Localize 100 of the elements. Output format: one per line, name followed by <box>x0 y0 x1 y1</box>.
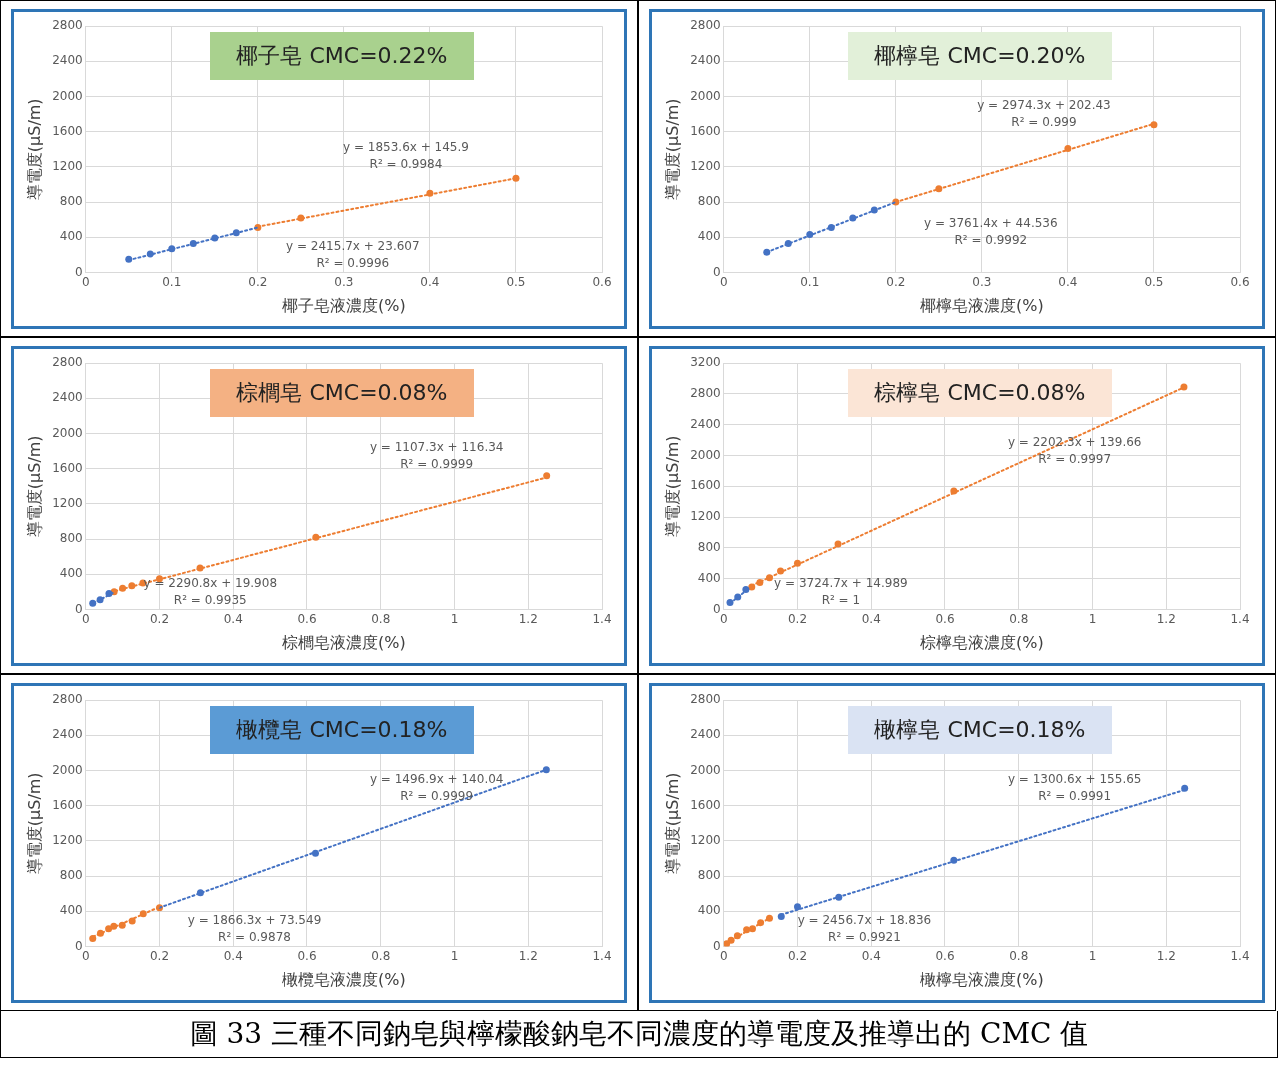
x-tick-label: 0.6 <box>935 948 955 963</box>
annotation: R² = 1 <box>821 592 861 607</box>
y-axis-title: 導電度(μS/m) <box>662 771 682 874</box>
annotation: R² = 0.999 <box>1011 114 1077 129</box>
annotation: R² = 0.9997 <box>1038 451 1112 466</box>
y-tick-label: 800 <box>59 530 83 545</box>
y-tick-label: 400 <box>697 570 721 585</box>
x-axis-title: 橄欖皂液濃度(%) <box>282 969 406 989</box>
x-tick-label: 0.2 <box>787 611 808 626</box>
x-tick-label: 1.4 <box>592 611 612 626</box>
x-tick-label: 1 <box>450 948 459 963</box>
x-tick-label: 0.4 <box>223 948 243 963</box>
y-tick-label: 400 <box>59 228 83 243</box>
x-tick-label: 0.3 <box>972 274 992 289</box>
point <box>1150 120 1158 128</box>
text: 棕檸皂 CMC=0.08% <box>848 368 1112 417</box>
y-tick-label: 1600 <box>690 123 721 138</box>
x-tick-label: 0.1 <box>162 274 182 289</box>
text: 棕櫚皂 CMC=0.08% <box>210 368 474 417</box>
annotation: y = 2456.7x + 18.836 <box>797 912 932 927</box>
annotation: y = 3761.4x + 44.536 <box>924 215 1058 230</box>
point <box>742 585 750 593</box>
x-tick-label: 1.2 <box>518 611 538 626</box>
y-tick-label: 2400 <box>52 390 83 404</box>
annotation: R² = 0.9935 <box>173 592 247 607</box>
x-axis-title: 橄檸皂液濃度(%) <box>920 969 1044 989</box>
y-tick-label: 1200 <box>52 495 83 510</box>
y-axis-title: 導電度(μS/m) <box>662 97 682 200</box>
y-tick-label: 1200 <box>690 508 721 523</box>
x-tick-label: 1.2 <box>518 948 538 963</box>
y-tick-label: 1200 <box>52 832 83 847</box>
x-tick-label: 0.5 <box>506 274 526 289</box>
x-tick-label: 0.8 <box>1009 611 1029 626</box>
x-axis-title: 棕檸皂液濃度(%) <box>920 632 1044 652</box>
x-tick-label: 0.4 <box>223 611 243 626</box>
y-tick-label: 2800 <box>52 354 83 369</box>
y-tick-label: 400 <box>697 228 721 243</box>
annotation: R² = 0.9999 <box>400 788 474 803</box>
x-tick-label: 0.6 <box>1230 274 1250 289</box>
y-tick-label: 0 <box>75 938 83 953</box>
x-tick-label: 1.2 <box>1156 948 1176 963</box>
y-tick-label: 2400 <box>52 727 83 741</box>
y-tick-label: 2800 <box>690 17 721 32</box>
x-tick-label: 0.2 <box>248 274 268 289</box>
annotation: y = 1107.3x + 116.34 <box>369 439 504 454</box>
annotation: y = 1853.6x + 145.9 <box>343 139 469 154</box>
x-tick-label: 0.5 <box>1144 274 1164 289</box>
x-tick-label: 0.2 <box>149 948 170 963</box>
y-tick-label: 0 <box>713 264 721 279</box>
annotation: y = 1300.6x + 155.65 <box>1007 771 1142 786</box>
x-tick-label: 0.2 <box>149 611 170 626</box>
annotation: R² = 0.9996 <box>316 255 390 270</box>
annotation: R² = 0.9992 <box>954 232 1028 247</box>
y-tick-label: 2000 <box>52 762 83 777</box>
x-tick-label: 1 <box>450 611 459 626</box>
y-tick-label: 2800 <box>690 385 721 400</box>
y-axis-title: 導電度(μS/m) <box>24 97 44 200</box>
x-tick-label: 1 <box>1088 948 1097 963</box>
y-tick-label: 2800 <box>690 691 721 706</box>
x-tick-label: 1 <box>1088 611 1097 626</box>
y-tick-label: 2400 <box>52 53 83 67</box>
x-tick-label: 0.8 <box>1009 948 1029 963</box>
annotation: y = 1866.3x + 73.549 <box>187 912 322 927</box>
x-tick-label: 0.6 <box>592 274 612 289</box>
x-axis-title: 椰子皂液濃度(%) <box>282 295 406 315</box>
annotation: y = 2974.3x + 202.43 <box>977 97 1111 112</box>
y-tick-label: 800 <box>697 539 721 554</box>
x-axis-title: 棕櫚皂液濃度(%) <box>282 632 406 652</box>
annotation: y = 1496.9x + 140.04 <box>369 771 504 786</box>
y-tick-label: 2800 <box>52 691 83 706</box>
y-tick-label: 0 <box>713 601 721 616</box>
y-tick-label: 1600 <box>52 797 83 812</box>
x-tick-label: 1.2 <box>1156 611 1176 626</box>
point <box>543 471 551 479</box>
x-tick-label: 0.8 <box>371 948 391 963</box>
y-tick-label: 400 <box>59 902 83 917</box>
y-tick-label: 2000 <box>690 88 721 103</box>
y-tick-label: 800 <box>697 193 721 208</box>
text: 橄欖皂 CMC=0.18% <box>210 705 474 754</box>
x-tick-label: 0.4 <box>1058 274 1078 289</box>
x-tick-label: 1.4 <box>1230 611 1250 626</box>
x-tick-label: 0.3 <box>334 274 354 289</box>
point <box>777 912 785 920</box>
x-tick-label: 0.6 <box>297 948 317 963</box>
y-tick-label: 0 <box>75 601 83 616</box>
y-tick-label: 1600 <box>690 797 721 812</box>
x-tick-label: 0.4 <box>420 274 440 289</box>
y-tick-label: 1600 <box>52 123 83 138</box>
y-tick-label: 400 <box>697 902 721 917</box>
x-tick-label: 0.1 <box>800 274 820 289</box>
x-tick-label: 0.4 <box>861 948 881 963</box>
caption: 圖 33 三種不同鈉皂與檸檬酸鈉皂不同濃度的導電度及推導出的 CMC 值 <box>0 1011 1278 1058</box>
y-tick-label: 0 <box>75 264 83 279</box>
y-tick-label: 2400 <box>690 53 721 67</box>
annotation: R² = 0.9878 <box>218 929 291 944</box>
y-tick-label: 1200 <box>690 158 721 173</box>
y-tick-label: 1200 <box>52 158 83 173</box>
x-tick-label: 0.2 <box>886 274 906 289</box>
x-tick-label: 0.4 <box>861 611 881 626</box>
text: 橄檸皂 CMC=0.18% <box>848 705 1112 754</box>
